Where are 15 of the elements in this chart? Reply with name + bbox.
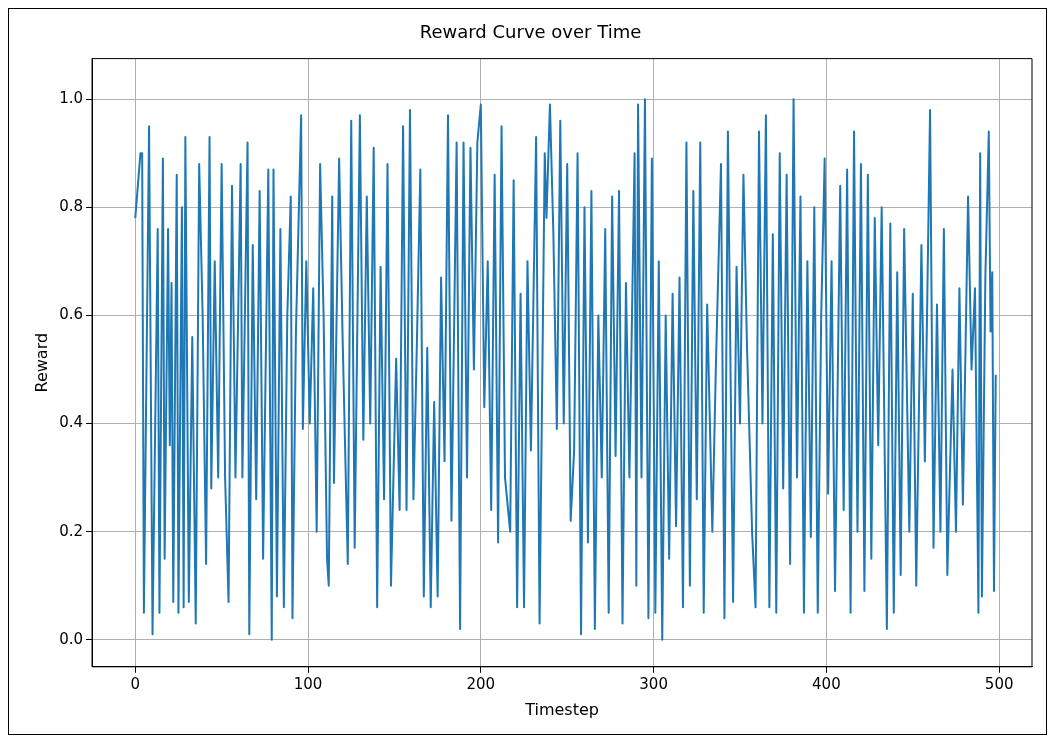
x-tick-label: 400: [812, 674, 841, 693]
x-tick-label: 100: [293, 674, 323, 693]
y-tick-label: 0.2: [59, 521, 84, 540]
x-tick-label: 200: [466, 674, 496, 693]
chart-title: Reward Curve over Time: [419, 21, 642, 43]
x-tick-label: 500: [984, 674, 1014, 693]
x-tick-label: 0: [130, 674, 141, 693]
y-axis-title: Reward: [31, 332, 51, 393]
y-tick-label: 1.0: [59, 89, 84, 108]
x-axis-title: Timestep: [524, 699, 599, 719]
x-tick-label: 300: [639, 674, 668, 693]
y-tick-label: 0.0: [59, 629, 84, 648]
y-tick-label: 0.6: [59, 305, 84, 324]
y-tick-label: 0.8: [59, 197, 84, 216]
y-tick-label: 0.4: [59, 413, 84, 432]
